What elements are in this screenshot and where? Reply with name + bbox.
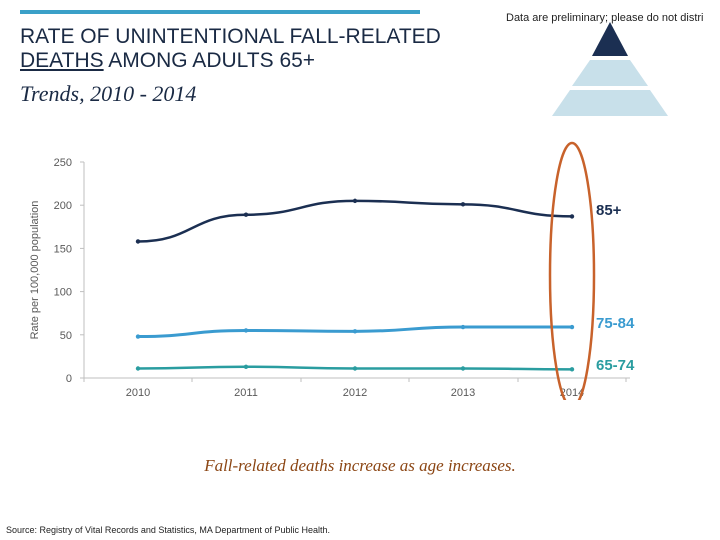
header-accent-bar xyxy=(20,10,420,14)
data-point xyxy=(352,329,358,334)
x-tick-label: 2014 xyxy=(560,387,584,399)
pyramid-middle-tier xyxy=(572,60,648,86)
x-tick-label: 2011 xyxy=(234,387,258,399)
data-point xyxy=(352,366,358,371)
data-point xyxy=(460,324,466,330)
data-point xyxy=(460,366,466,371)
line-chart: 0 50 100 150 200 250 2010 2011 2012 2013 2014 Rate … xyxy=(29,141,635,400)
y-tick-label: 100 xyxy=(54,287,72,299)
data-point xyxy=(135,366,141,371)
source-note: Source: Registry of Vital Records and St… xyxy=(6,525,330,535)
x-tick-label: 2010 xyxy=(126,387,150,399)
highlight-ellipse xyxy=(548,141,596,400)
data-point xyxy=(569,214,575,219)
title-line-2-rest: AMONG ADULTS 65+ xyxy=(103,49,316,72)
series-line-1 xyxy=(137,199,573,243)
series-label: 85+ xyxy=(596,202,622,219)
x-tick-label: 2013 xyxy=(451,387,475,399)
title-line-1: RATE OF UNINTENTIONAL FALL-RELATED xyxy=(20,25,441,48)
y-tick-label: 200 xyxy=(54,200,72,212)
series-label: 65-74 xyxy=(596,357,635,374)
data-point xyxy=(135,334,141,339)
chart-caption: Fall-related deaths increase as age incr… xyxy=(204,456,516,475)
preliminary-note: Data are preliminary; please do not dist… xyxy=(506,12,704,24)
pyramid-top-tier xyxy=(592,22,628,56)
data-point xyxy=(135,239,141,244)
data-point xyxy=(243,328,249,333)
data-point xyxy=(460,202,466,207)
data-point xyxy=(569,324,575,330)
data-point xyxy=(352,198,358,204)
title-underlined-word: DEATHS xyxy=(20,49,104,72)
y-tick-label: 150 xyxy=(54,243,72,255)
y-tick-label: 0 xyxy=(66,373,72,385)
x-tick-label: 2012 xyxy=(343,387,367,399)
page-title: RATE OF UNINTENTIONAL FALL-RELATED DEATH… xyxy=(20,25,441,73)
data-point xyxy=(243,364,249,369)
page-subtitle: Trends, 2010 - 2014 xyxy=(20,81,197,106)
data-point xyxy=(569,367,575,372)
series-label: 75-84 xyxy=(596,315,635,332)
pyramid-icon xyxy=(552,22,668,116)
y-axis-title: Rate per 100,000 population xyxy=(29,201,41,340)
title-line-2: DEATHS AMONG ADULTS 65+ xyxy=(20,49,441,73)
pyramid-bottom-tier xyxy=(552,90,668,116)
y-tick-label: 250 xyxy=(54,157,72,169)
data-point xyxy=(243,212,249,217)
y-tick-label: 50 xyxy=(60,330,72,342)
